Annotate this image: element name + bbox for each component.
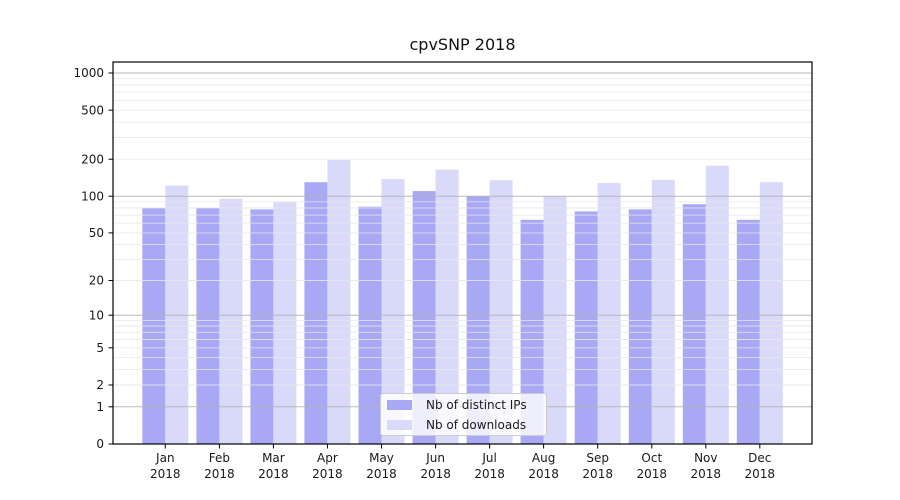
y-tick-label: 0 (96, 437, 104, 451)
y-tick-label: 20 (89, 274, 104, 288)
bar-downloads-may (381, 179, 405, 444)
bar-downloads-jun (435, 169, 459, 444)
axis-box (112, 61, 813, 445)
x-tick-label-year: 2018 (745, 467, 776, 481)
x-tick-label-year: 2018 (582, 467, 613, 481)
bar-downloads-oct (651, 179, 675, 445)
legend-entry-distinct-ips: Nb of distinct IPs (387, 396, 546, 413)
x-tick-label-month: Apr (317, 451, 338, 465)
y-tick-label: 5 (96, 341, 104, 355)
y-tick-label: 500 (81, 103, 104, 117)
x-tick-label-month: May (369, 451, 394, 465)
bar-distinct-ips-apr (304, 182, 328, 444)
y-tick-label: 200 (81, 152, 104, 166)
bar-downloads-nov (705, 165, 729, 444)
legend-label-downloads: Nb of downloads (426, 417, 527, 432)
y-tick-label: 2 (96, 378, 104, 392)
legend-label-distinct-ips: Nb of distinct IPs (426, 397, 527, 412)
x-tick-label-year: 2018 (474, 467, 505, 481)
bar-downloads-feb (219, 198, 243, 444)
x-tick-label-month: Feb (209, 451, 230, 465)
x-tick-label-year: 2018 (637, 467, 668, 481)
x-tick-label-month: Aug (532, 451, 555, 465)
legend-swatch-downloads (387, 419, 412, 430)
x-tick-label-month: Jul (481, 451, 496, 465)
y-tick-label: 1 (96, 400, 104, 414)
bar-distinct-ips-sep (574, 211, 598, 444)
x-tick-label-year: 2018 (528, 467, 559, 481)
legend-swatch-distinct-ips (387, 399, 412, 410)
bar-distinct-ips-jun (412, 191, 436, 444)
x-tick-label-month: Dec (748, 451, 771, 465)
y-tick-label: 1000 (73, 66, 104, 80)
bar-downloads-dec (759, 182, 783, 444)
x-tick-label-year: 2018 (691, 467, 722, 481)
y-tick-label: 100 (81, 189, 104, 203)
x-tick-label-year: 2018 (420, 467, 451, 481)
x-tick-label-month: Sep (586, 451, 609, 465)
x-tick-label-year: 2018 (258, 467, 289, 481)
x-tick-label-year: 2018 (312, 467, 343, 481)
x-tick-label-year: 2018 (366, 467, 397, 481)
bar-downloads-jul (489, 180, 513, 444)
x-tick-label-year: 2018 (204, 467, 235, 481)
x-tick-label-month: Jan (155, 451, 175, 465)
bar-distinct-ips-nov (682, 204, 706, 444)
y-tick-label: 10 (89, 308, 104, 322)
x-tick-label-month: Nov (694, 451, 717, 465)
bar-downloads-mar (273, 202, 297, 444)
x-tick-label-year: 2018 (150, 467, 181, 481)
bar-downloads-apr (327, 160, 351, 444)
x-tick-label-month: Jun (425, 451, 445, 465)
legend-entry-downloads: Nb of downloads (387, 416, 546, 433)
legend: Nb of distinct IPs Nb of downloads (380, 393, 547, 436)
bar-distinct-ips-may (358, 206, 382, 444)
x-tick-label-month: Oct (641, 451, 662, 465)
y-tick-label: 50 (89, 226, 104, 240)
bar-downloads-sep (597, 183, 621, 444)
x-tick-label-month: Mar (262, 451, 285, 465)
chart-title: cpvSNP 2018 (409, 35, 516, 54)
